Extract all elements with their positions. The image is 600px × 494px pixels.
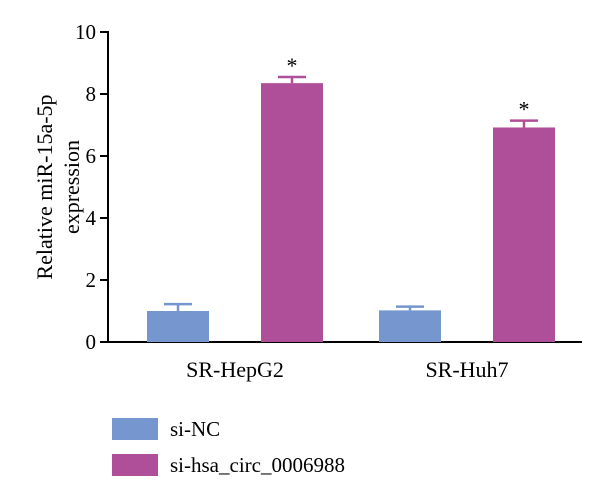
y-axis-label: Relative miR-15a-5pexpression bbox=[32, 94, 84, 279]
x-category-label: SR-Huh7 bbox=[425, 357, 508, 382]
legend-label: si-NC bbox=[170, 417, 220, 441]
bar bbox=[379, 310, 441, 342]
x-categories: SR-HepG2 SR-Huh7 bbox=[186, 357, 508, 382]
y-axis-label-line: Relative miR-15a-5p bbox=[32, 94, 57, 279]
y-tick-label: 10 bbox=[75, 20, 96, 44]
y-axis-label-line: expression bbox=[59, 140, 84, 234]
bar bbox=[147, 311, 209, 342]
legend-label: si-hsa_circ_0006988 bbox=[170, 453, 345, 477]
y-ticks: 0 2 4 6 8 10 bbox=[75, 20, 108, 354]
legend-swatch bbox=[112, 454, 158, 476]
legend: si-NC si-hsa_circ_0006988 bbox=[112, 417, 345, 477]
y-tick-label: 0 bbox=[86, 330, 97, 354]
y-tick-label: 6 bbox=[86, 144, 97, 168]
significance-marker: * bbox=[519, 97, 530, 122]
significance-marker: * bbox=[287, 53, 298, 78]
bar bbox=[493, 127, 555, 342]
x-category-label: SR-HepG2 bbox=[186, 357, 284, 382]
y-tick-label: 4 bbox=[86, 206, 97, 230]
y-tick-label: 8 bbox=[86, 82, 97, 106]
y-axis-title: Relative miR-15a-5pexpression bbox=[32, 94, 84, 279]
legend-swatch bbox=[112, 418, 158, 440]
bar bbox=[261, 83, 323, 343]
y-tick-label: 2 bbox=[86, 268, 97, 292]
bars: ** bbox=[147, 53, 555, 343]
